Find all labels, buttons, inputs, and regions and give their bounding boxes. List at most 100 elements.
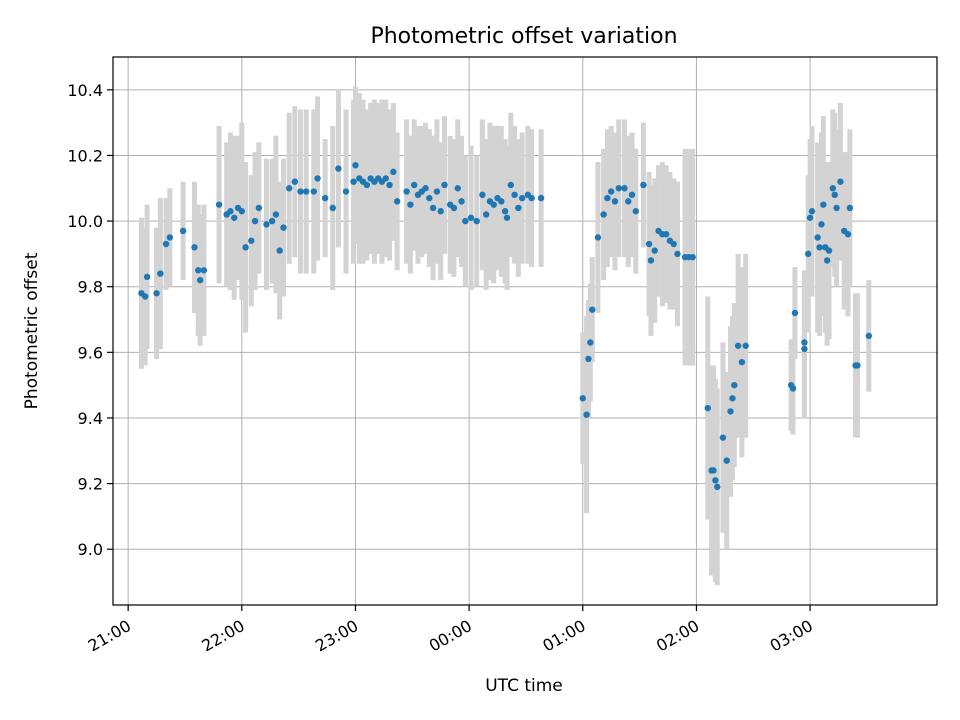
data-point — [251, 217, 259, 225]
data-point — [263, 221, 270, 228]
data-point — [833, 204, 840, 212]
data-point — [268, 217, 276, 225]
data-point — [738, 358, 746, 366]
data-point — [490, 201, 497, 208]
data-point — [714, 483, 721, 491]
data-point — [280, 224, 287, 231]
data-point — [734, 342, 742, 349]
data-point — [382, 175, 389, 182]
data-point — [583, 411, 590, 418]
data-point — [670, 240, 677, 248]
data-point — [143, 273, 151, 281]
chart-title: Photometric offset variation — [370, 24, 677, 49]
data-point — [437, 208, 444, 215]
data-point — [329, 204, 336, 212]
data-point — [454, 185, 461, 192]
data-point — [615, 185, 622, 192]
data-point — [467, 214, 475, 221]
data-point — [837, 178, 844, 185]
data-point — [276, 247, 283, 254]
data-point — [393, 198, 401, 205]
y-axis-label: Photometric offset — [22, 252, 42, 409]
data-point — [142, 293, 149, 300]
data-point — [310, 188, 317, 195]
data-point — [350, 178, 357, 185]
data-point — [195, 267, 202, 274]
data-point — [248, 237, 255, 244]
data-point — [607, 188, 615, 195]
data-point — [831, 191, 838, 199]
y-tick-label: 9.6 — [78, 343, 103, 362]
data-point — [403, 188, 410, 195]
data-point — [628, 191, 636, 199]
data-point — [611, 198, 619, 205]
x-axis-label: UTC time — [485, 676, 563, 696]
data-point — [823, 257, 831, 264]
data-point — [801, 345, 808, 353]
data-point — [674, 250, 681, 258]
data-point — [600, 211, 607, 218]
data-point — [594, 234, 602, 241]
data-point — [604, 194, 611, 202]
data-point — [742, 342, 749, 349]
data-points — [138, 162, 873, 491]
data-point — [157, 270, 164, 277]
data-point — [238, 208, 246, 215]
data-point — [585, 355, 592, 363]
data-point — [689, 253, 696, 261]
x-tick-label: 01:00 — [539, 616, 588, 656]
data-point — [719, 434, 727, 441]
data-point — [407, 201, 414, 208]
data-point — [731, 381, 738, 389]
y-tick-label: 10.4 — [67, 81, 103, 100]
data-point — [166, 234, 174, 241]
data-point — [272, 211, 280, 218]
data-point — [303, 188, 310, 195]
data-point — [450, 204, 458, 212]
data-point — [645, 240, 653, 248]
data-point — [285, 185, 293, 192]
data-point — [640, 181, 647, 189]
data-point — [704, 404, 711, 412]
data-point — [729, 395, 736, 402]
data-point — [818, 221, 825, 228]
x-axis-ticks: 21:00 22:00 23:00 00:00 01:00 02:00 03:00 — [85, 605, 816, 656]
data-point — [291, 178, 299, 185]
data-point — [462, 217, 469, 225]
data-point — [422, 185, 429, 192]
y-tick-label: 9.2 — [78, 475, 103, 494]
data-point — [808, 208, 816, 215]
data-point — [829, 185, 837, 192]
data-point — [482, 211, 490, 218]
data-point — [479, 191, 486, 199]
data-point — [625, 198, 632, 205]
data-point — [335, 165, 342, 172]
data-point — [433, 188, 441, 195]
data-point — [587, 339, 594, 346]
data-point — [528, 194, 535, 202]
data-point — [712, 477, 719, 484]
data-point — [846, 204, 854, 212]
data-point — [215, 201, 223, 208]
data-point — [498, 198, 505, 205]
y-axis-ticks: 9.0 9.2 9.4 9.6 9.8 10.0 10.2 10.4 — [67, 81, 113, 559]
data-point — [458, 198, 465, 205]
data-point — [844, 230, 852, 238]
data-point — [621, 185, 628, 192]
data-point — [662, 230, 670, 238]
data-point — [179, 227, 187, 235]
data-point — [363, 181, 371, 189]
data-point — [200, 267, 208, 274]
y-tick-label: 9.0 — [78, 540, 103, 559]
x-tick-label: 02:00 — [653, 616, 702, 656]
data-point — [791, 309, 799, 317]
data-point — [321, 194, 329, 202]
data-point — [386, 181, 393, 189]
data-point — [342, 188, 350, 195]
data-point — [511, 191, 518, 199]
y-tick-label: 9.8 — [78, 278, 103, 297]
y-tick-label: 9.4 — [78, 409, 103, 428]
x-tick-label: 22:00 — [198, 616, 247, 656]
data-point — [153, 290, 160, 297]
